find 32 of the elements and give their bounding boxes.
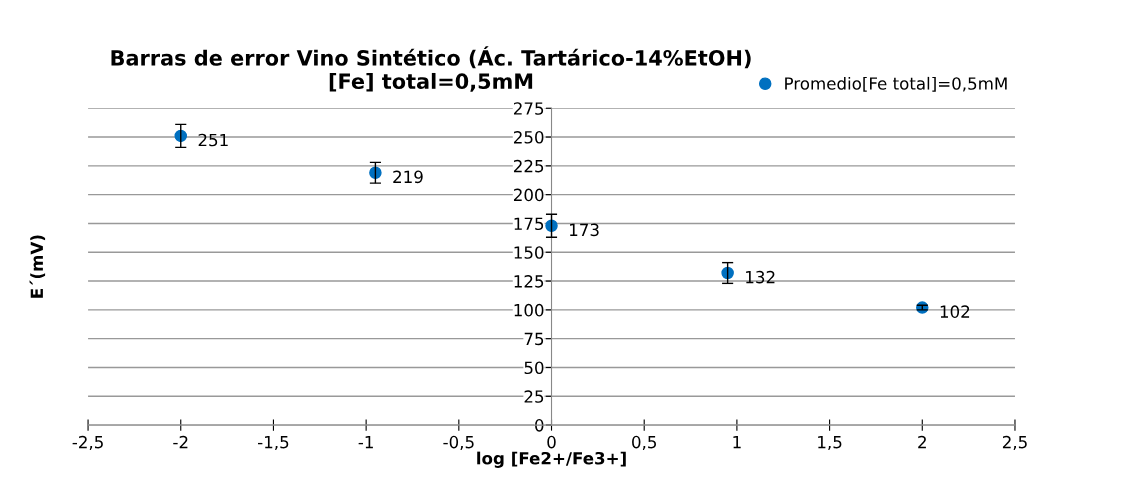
chart-title: Barras de error Vino Sintético (Ác. Tartárico-14%EtOH) [Fe] total=0,5mM [111,46,751,92]
y-tick-label: 150 [514,246,544,259]
x-tick-label: -1,5 [258,436,289,451]
y-tick-label: 50 [524,361,544,375]
x-tick-label: 0,5 [632,435,656,451]
data-label: 173 [570,223,599,237]
x-tick-label: 0 [547,435,556,449]
x-tick-label: -0,5 [443,435,474,451]
x-tick-label: 2 [918,435,926,449]
y-tick-label: 125 [514,275,544,288]
data-label: 219 [393,170,423,184]
x-axis-title: log [Fe2+/Fe3+] [477,451,626,468]
data-label: 251 [198,133,228,147]
y-tick-label: 175 [514,217,544,231]
y-tick-label: 200 [513,188,544,202]
y-tick-label: 25 [524,390,544,403]
x-tick-label: -1 [358,436,373,449]
x-tick-label: -2 [173,435,188,449]
x-tick-label: 2,5 [1002,435,1027,451]
y-tick-label: 0 [535,419,544,432]
y-tick-label: 250 [513,131,544,144]
data-label: 102 [940,305,970,318]
legend-label: Promedio[Fe total]=0,5mM [785,76,1007,92]
x-tick-label: 1 [733,436,741,449]
x-tick-label: 1,5 [818,436,842,451]
x-tick-label: -2,5 [72,435,103,451]
y-tick-label: 275 [513,102,544,115]
y-tick-label: 75 [524,332,544,346]
data-label: 132 [746,270,775,284]
y-axis-title: E´(mV) [29,235,46,298]
y-tick-label: 100 [514,303,544,317]
y-tick-label: 225 [513,159,544,173]
